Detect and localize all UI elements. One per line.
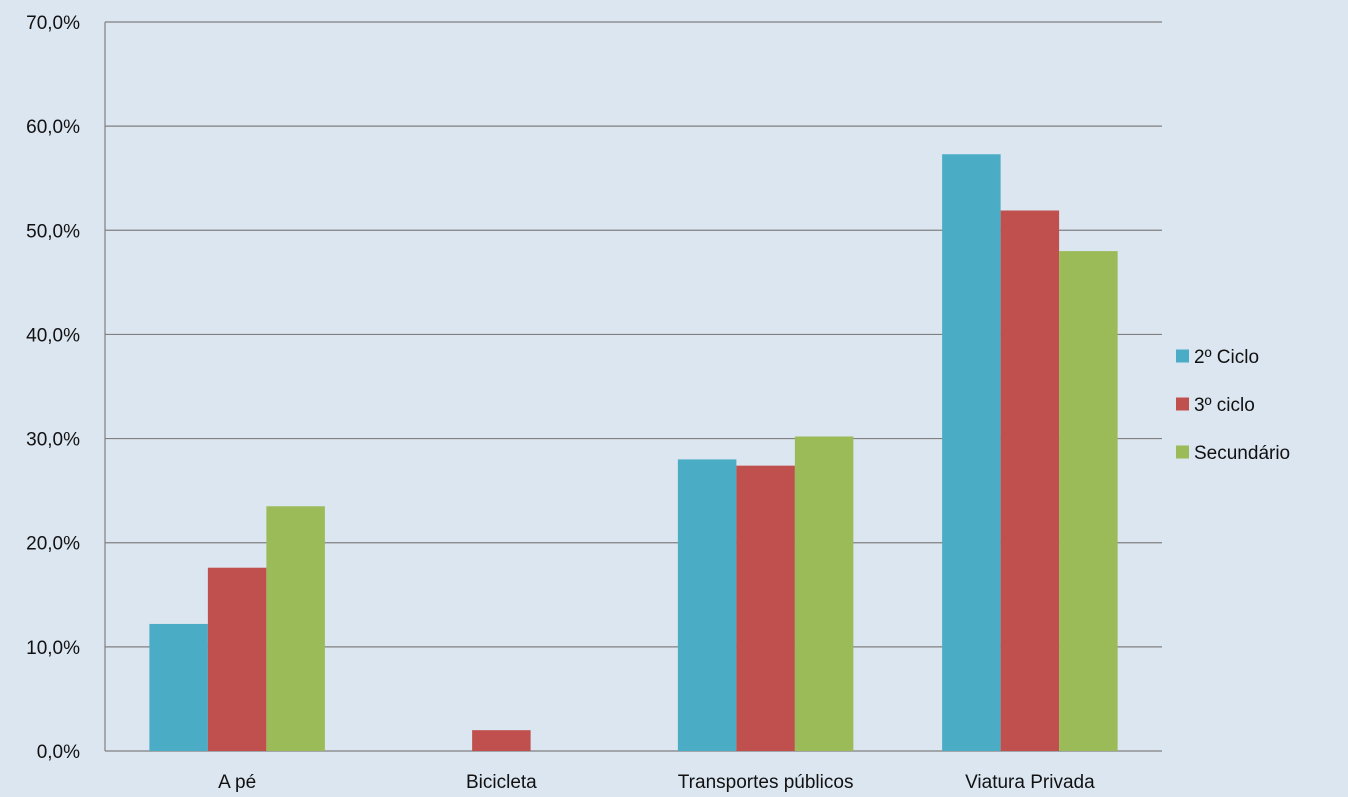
legend-label: 3º ciclo	[1194, 395, 1255, 416]
y-tick-label: 20,0%	[26, 534, 80, 555]
legend: 2º Ciclo 3º ciclo Secundário	[1176, 347, 1290, 464]
y-tick-label: 70,0%	[26, 13, 80, 34]
x-category-label: A pé	[218, 772, 256, 793]
bar-2-ciclo-2	[677, 459, 737, 751]
legend-label: 2º Ciclo	[1194, 347, 1259, 368]
x-category-label: Bicicleta	[466, 772, 537, 793]
bar-3-ciclo-3	[1000, 210, 1060, 752]
y-tick-label: 10,0%	[26, 638, 80, 659]
legend-swatch	[1176, 397, 1189, 411]
bar-3-ciclo-2	[736, 465, 795, 751]
legend-swatch	[1176, 445, 1189, 459]
legend-label: Secundário	[1194, 443, 1290, 464]
y-tick-label: 50,0%	[26, 221, 80, 242]
bar-3-ciclo-1	[472, 730, 531, 751]
y-tick-label: 60,0%	[26, 117, 80, 138]
bar-3-ciclo-0	[207, 567, 267, 751]
bar-secund-rio-3	[1059, 251, 1118, 751]
legend-swatch	[1176, 349, 1189, 363]
bar-secund-rio-0	[266, 506, 325, 751]
bar-2-ciclo-0	[149, 623, 208, 751]
y-tick-label: 40,0%	[26, 325, 80, 346]
y-tick-label: 30,0%	[26, 430, 80, 451]
y-axis: 0,0% 10,0% 20,0% 30,0% 40,0% 50,0% 60,0% 70,0%	[26, 13, 106, 763]
x-axis: A pé Bicicleta Transportes públicos Viatura…	[218, 772, 1095, 793]
bar-2-ciclo-3	[942, 154, 1001, 752]
bar-secund-rio-2	[794, 436, 854, 751]
y-tick-label: 0,0%	[37, 742, 80, 763]
x-category-label: Transportes públicos	[678, 772, 854, 793]
x-category-label: Viatura Privada	[965, 772, 1095, 793]
bars	[149, 154, 1118, 752]
